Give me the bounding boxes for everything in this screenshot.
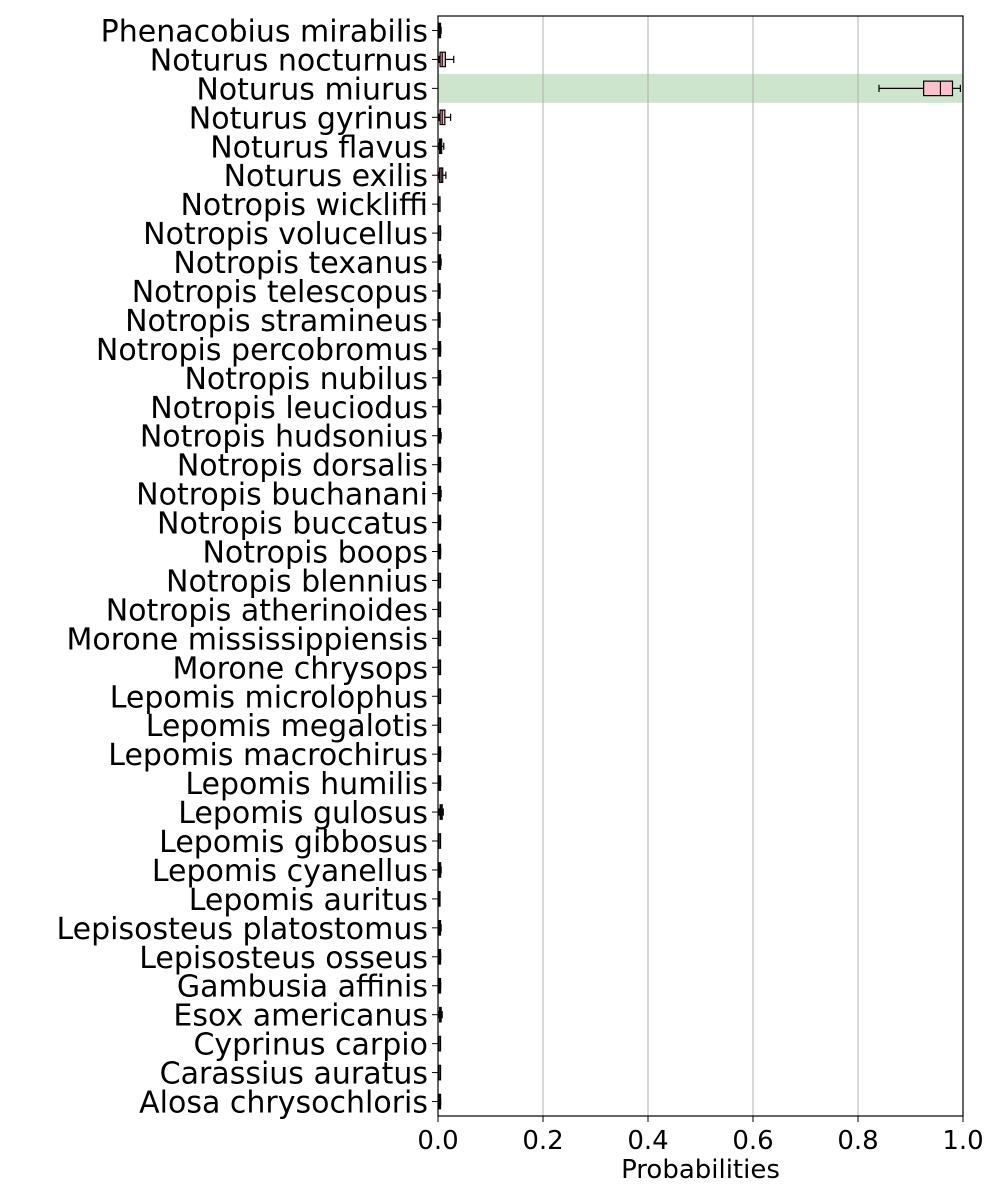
box-26 — [437, 746, 442, 762]
box-21 — [437, 601, 442, 618]
category-label: Notropis stramineus — [125, 304, 428, 339]
x-axis-ticks: 0.0 0.2 0.4 0.6 0.8 1.0 — [417, 1116, 984, 1156]
category-label: Lepomis auritus — [189, 883, 428, 918]
category-label: Noturus exilis — [224, 159, 428, 194]
category-label: Notropis atherinoides — [106, 593, 428, 628]
box-13 — [437, 370, 442, 386]
x-tick-label: 0.8 — [837, 1126, 878, 1156]
box-12 — [437, 341, 442, 357]
box-10 — [437, 283, 441, 299]
plot-frame — [437, 15, 964, 1117]
box-25 — [437, 717, 442, 734]
category-label: Lepomis gibbosus — [159, 825, 428, 860]
box-34 — [437, 977, 442, 994]
box-31 — [437, 891, 441, 907]
box-32 — [437, 920, 442, 936]
x-tick-label: 1.0 — [942, 1126, 983, 1156]
category-label: Gambusia affinis — [177, 970, 428, 1005]
x-tick-label: 0.6 — [732, 1126, 773, 1156]
box-35 — [438, 1006, 443, 1023]
category-label: Noturus flavus — [210, 130, 428, 165]
category-label: Lepomis microlophus — [110, 680, 428, 715]
category-label: Morone chrysops — [172, 651, 428, 686]
box-3 — [878, 80, 961, 97]
box-19 — [437, 543, 442, 560]
category-label: Lepomis macrochirus — [108, 738, 428, 773]
x-tick-label: 0.4 — [627, 1126, 668, 1156]
box-27 — [437, 775, 442, 791]
category-label: Lepomis megalotis — [146, 709, 428, 744]
category-label: Lepisosteus osseus — [139, 941, 428, 976]
box-17 — [437, 485, 442, 502]
category-label: Noturus nocturnus — [150, 43, 428, 78]
box-2 — [438, 51, 455, 68]
box-16 — [437, 456, 442, 473]
category-label: Notropis volucellus — [143, 217, 428, 252]
category-label: Notropis telescopus — [132, 275, 428, 310]
category-label: Notropis percobromus — [96, 333, 428, 368]
category-label: Phenacobius mirabilis — [101, 14, 428, 49]
boxes — [437, 22, 961, 1110]
box-28 — [438, 804, 444, 820]
highlight-band-layer — [438, 73, 963, 103]
x-tick-label: 0.2 — [522, 1126, 563, 1156]
category-label: Alosa chrysochloris — [139, 1086, 428, 1121]
category-label: Morone mississippiensis — [66, 622, 428, 657]
category-label: Notropis boops — [202, 536, 428, 571]
box-37 — [437, 1064, 442, 1081]
box-11 — [437, 312, 441, 328]
category-label: Notropis buchanani — [136, 478, 428, 513]
box-33 — [437, 948, 442, 965]
box-14 — [437, 398, 442, 415]
box-1 — [437, 22, 442, 39]
category-label: Esox americanus — [173, 999, 428, 1034]
box-4 — [438, 109, 452, 126]
box-23 — [437, 659, 442, 676]
box-15 — [437, 427, 442, 444]
category-label: Notropis buccatus — [157, 507, 428, 542]
box-24 — [437, 688, 442, 705]
box-5 — [437, 138, 445, 155]
category-label: Notropis dorsalis — [177, 449, 428, 484]
x-tick-label: 0.0 — [417, 1126, 458, 1156]
highlight-band — [438, 73, 963, 103]
category-label: Lepomis humilis — [185, 767, 428, 802]
box-38 — [437, 1093, 442, 1110]
category-label: Notropis wickliffi — [180, 188, 428, 223]
category-label: Noturus miurus — [196, 72, 428, 107]
category-label: Notropis texanus — [173, 246, 428, 281]
box-18 — [437, 514, 442, 531]
box-30 — [437, 862, 442, 878]
box-36 — [437, 1035, 442, 1052]
category-label: Notropis blennius — [166, 564, 428, 599]
category-label: Lepisosteus platostomus — [56, 912, 428, 947]
category-label: Notropis leuciodus — [150, 391, 428, 426]
category-label: Cyprinus carpio — [193, 1028, 428, 1063]
category-label: Notropis nubilus — [184, 362, 428, 397]
box-22 — [437, 630, 442, 647]
grid-lines — [542, 16, 859, 1116]
x-axis-title: Probabilities — [621, 1155, 780, 1185]
box-29 — [437, 833, 442, 849]
box-9 — [437, 254, 442, 270]
category-label: Carassius auratus — [160, 1057, 428, 1092]
box-6 — [437, 167, 447, 184]
box-iqr — [923, 80, 954, 97]
category-label: Noturus gyrinus — [189, 101, 428, 136]
category-label: Lepomis gulosus — [178, 796, 428, 831]
box-8 — [437, 225, 442, 241]
box-20 — [437, 572, 442, 589]
category-label: Lepomis cyanellus — [152, 854, 428, 889]
category-label: Notropis hudsonius — [140, 420, 428, 455]
